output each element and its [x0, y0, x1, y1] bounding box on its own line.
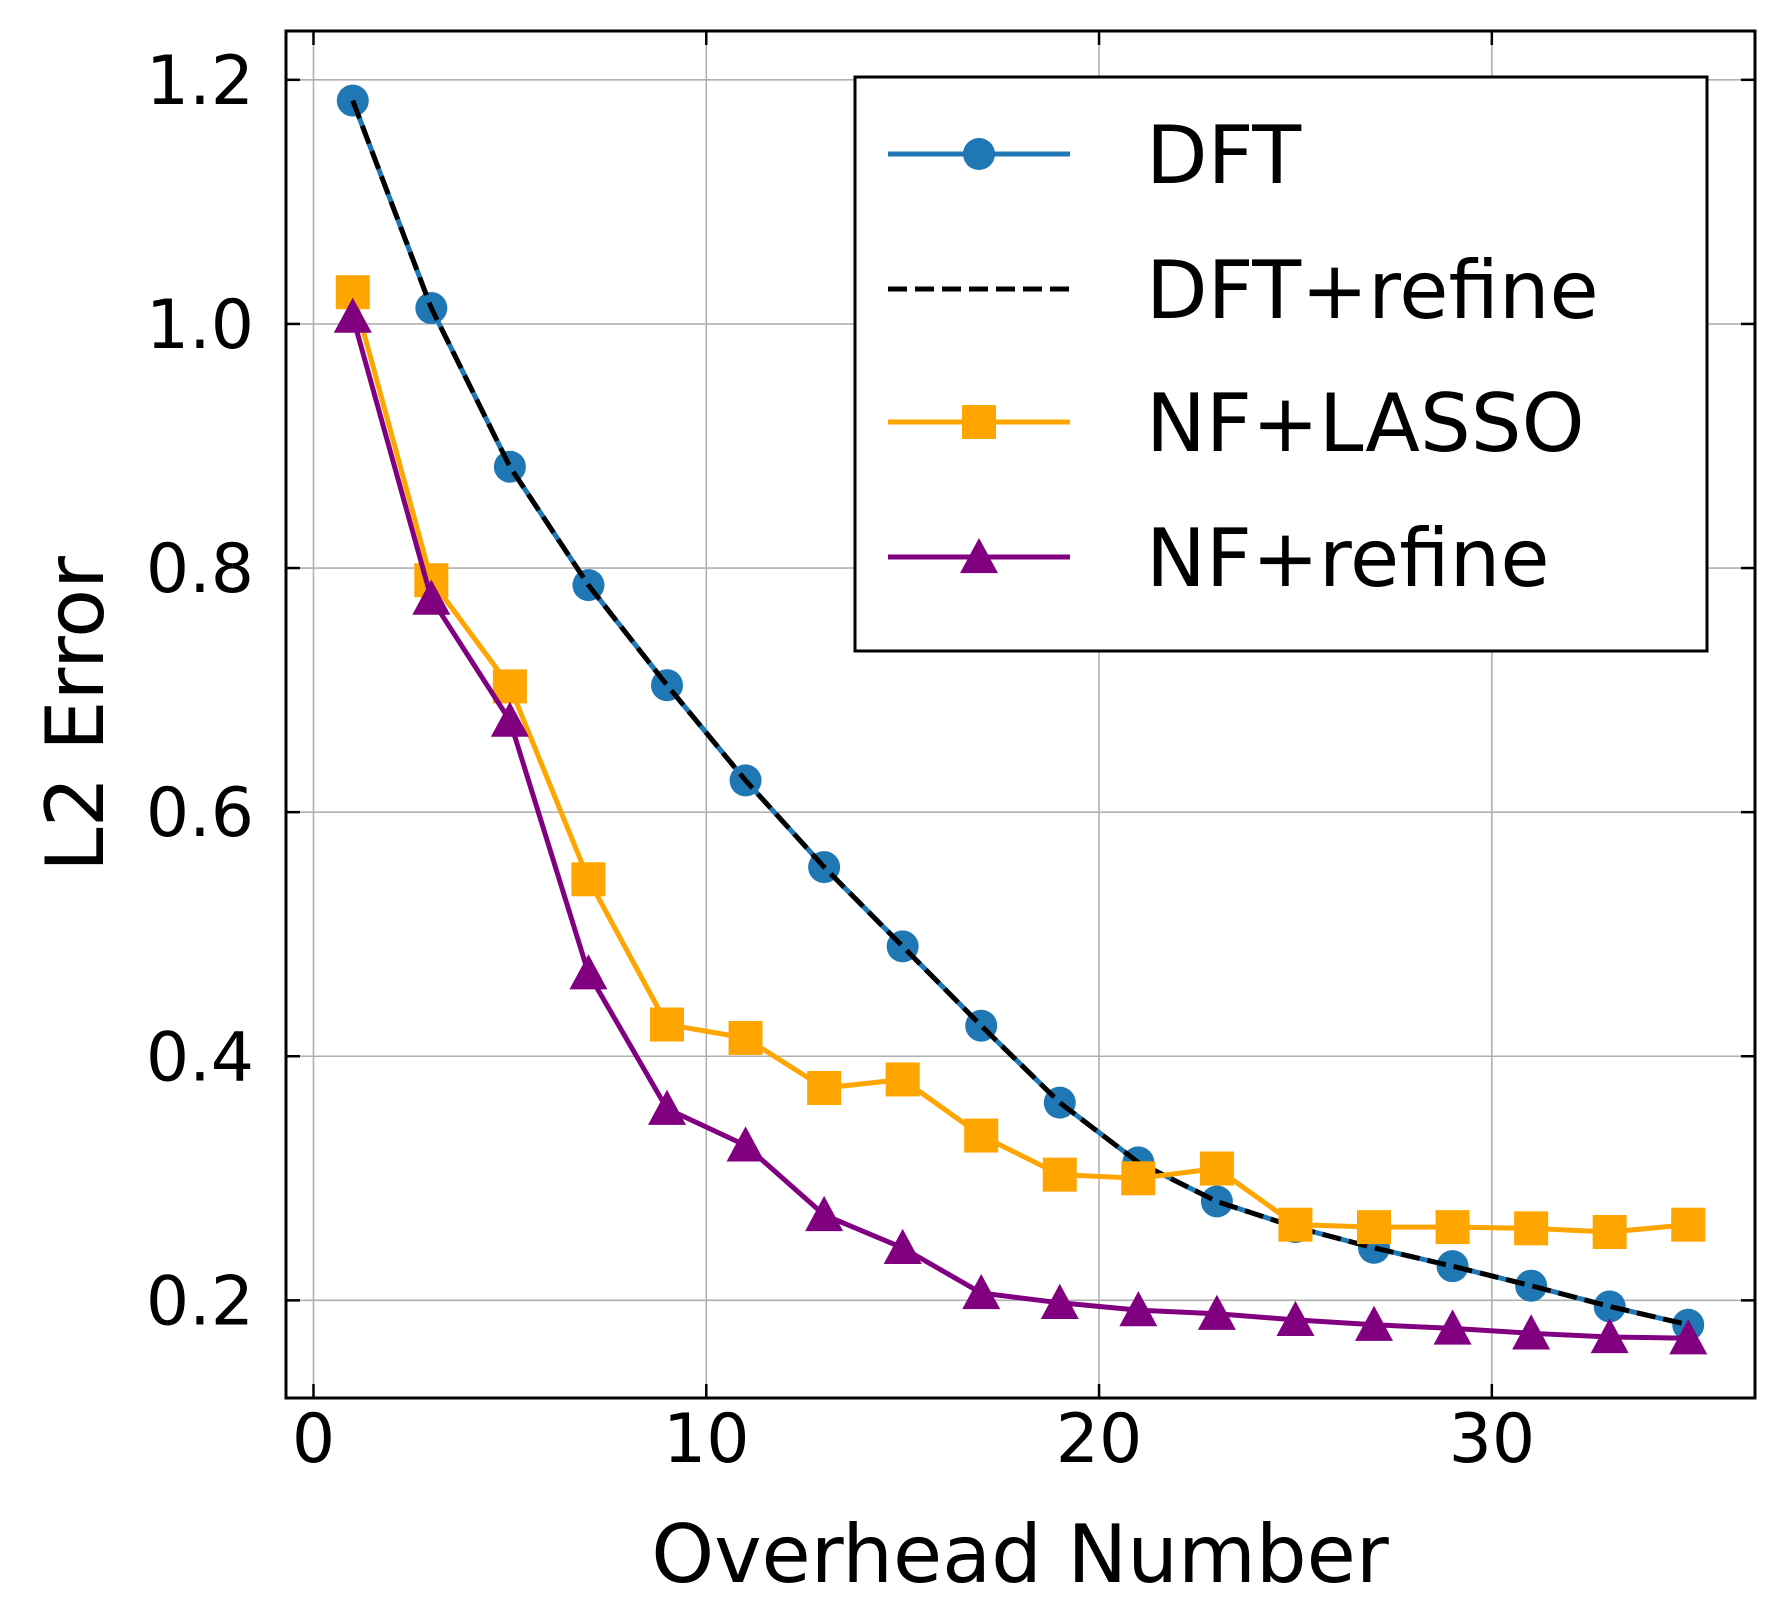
data-point [1590, 1317, 1629, 1354]
data-point [962, 1274, 1001, 1310]
data-point [1119, 1291, 1158, 1327]
data-point [1355, 1305, 1394, 1341]
legend-entry: NF+refine [888, 512, 1550, 605]
data-point [1278, 1207, 1313, 1242]
data-point [1276, 1300, 1315, 1337]
data-point [569, 954, 608, 990]
data-point [1200, 1185, 1233, 1218]
series-line [350, 315, 1689, 1341]
legend-entry: NF+LASSO [888, 377, 1585, 470]
data-point [1197, 1294, 1236, 1330]
data-point [1121, 1161, 1156, 1196]
y-tick-label: 0.6 [146, 774, 254, 853]
data-point [883, 1228, 922, 1265]
data-point [885, 1062, 920, 1097]
data-point [1042, 1157, 1077, 1192]
legend-label: NF+LASSO [1146, 377, 1585, 470]
data-point [1593, 1290, 1626, 1323]
legend: DFT DFT+refine NF+LASSO NF+refine [853, 75, 1709, 653]
data-point [1199, 1151, 1234, 1186]
legend-entry: DFT [888, 109, 1302, 202]
data-point [1040, 1283, 1079, 1319]
data-point [1435, 1210, 1470, 1245]
series-dft-refine [350, 99, 1689, 1328]
data-point [571, 862, 606, 897]
data-point [728, 1020, 763, 1055]
data-point [807, 1070, 842, 1105]
plot-frame [284, 29, 1757, 1400]
data-point [805, 1195, 844, 1232]
x-tick-label: 20 [1056, 1400, 1143, 1479]
legend-label: NF+refine [1146, 512, 1550, 605]
legend-marker [960, 538, 998, 574]
data-series [333, 84, 1708, 1355]
x-tick-label: 0 [292, 1400, 335, 1479]
y-axis-label: L2 Error [29, 556, 122, 872]
series-nf-refine [333, 297, 1708, 1355]
data-point [964, 1118, 999, 1153]
data-point [647, 1089, 686, 1125]
data-point [412, 579, 451, 615]
axis-ticks: 0 10 20 30 0.2 0.4 0.6 0.8 1.0 1.2 [146, 31, 1755, 1479]
data-point [333, 297, 372, 333]
data-point [1514, 1211, 1549, 1246]
data-point [490, 701, 529, 737]
y-tick-label: 0.4 [146, 1018, 254, 1097]
y-tick-label: 1.0 [146, 286, 254, 365]
data-point [1515, 1269, 1548, 1302]
data-point [1512, 1314, 1551, 1350]
y-tick-label: 0.2 [146, 1262, 254, 1341]
data-point [1592, 1215, 1627, 1250]
data-point [726, 1126, 765, 1162]
data-point [1671, 1207, 1706, 1242]
y-tick-label: 1.2 [146, 42, 254, 121]
data-point [492, 669, 527, 704]
legend-entry: DFT+refine [888, 244, 1599, 337]
x-tick-label: 10 [663, 1400, 750, 1479]
data-point [649, 1007, 684, 1042]
series-line [350, 99, 1689, 1328]
legend-label: DFT+refine [1146, 244, 1599, 337]
data-point [493, 450, 526, 483]
x-axis-label: Overhead Number [651, 1508, 1389, 1601]
data-point [1357, 1210, 1392, 1245]
data-point [1669, 1319, 1708, 1355]
data-point [1433, 1309, 1472, 1345]
legend-marker [963, 138, 995, 170]
legend-label: DFT [1146, 109, 1302, 202]
legend-marker [962, 405, 996, 439]
y-tick-label: 0.8 [146, 530, 254, 609]
data-point [1436, 1250, 1469, 1283]
x-tick-label: 30 [1449, 1400, 1536, 1479]
